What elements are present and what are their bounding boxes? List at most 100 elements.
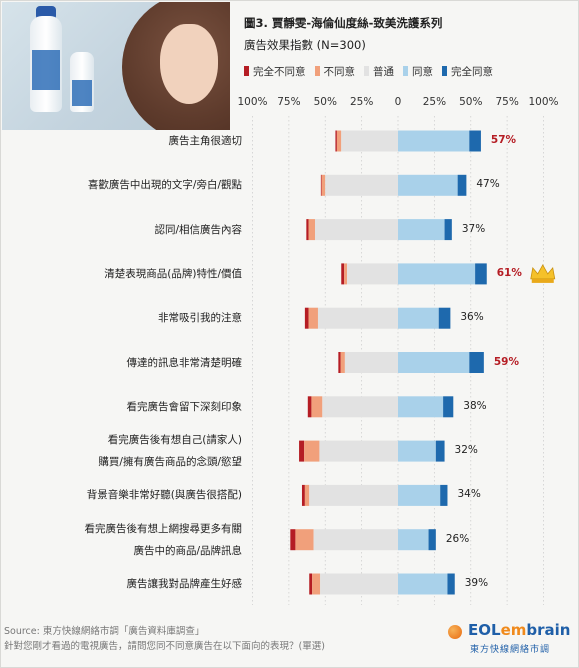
bar-segment-neutral [322, 396, 398, 418]
bar-segment-disagree [311, 396, 323, 418]
legend-label: 普通 [373, 65, 394, 78]
category-label: 背景音樂非常好聽(與廣告很搭配) [30, 484, 242, 506]
bar-segment-strongly-disagree [299, 440, 305, 462]
bar-segment-agree [398, 484, 441, 506]
axis-tick-label: 0 [394, 96, 402, 108]
axis-tick-label: 75% [495, 96, 519, 108]
bar-segment-disagree [308, 219, 316, 241]
bar-segment-disagree [308, 307, 318, 329]
agree-total-label: 57% [490, 134, 517, 146]
bar-segment-agree [398, 174, 458, 196]
category-label-line: 廣告主角很適切 [168, 135, 243, 147]
bar-segment-strongly-agree [457, 174, 467, 196]
conditioner-label [72, 80, 92, 106]
bar-segment-neutral [344, 352, 398, 373]
legend-item: 完全同意 [442, 63, 493, 79]
category-label: 廣告主角很適切 [30, 130, 243, 152]
bar-segment-neutral [313, 529, 398, 551]
legend-swatch [442, 66, 447, 76]
bar-segment-strongly-agree [438, 307, 451, 329]
bar-segment-neutral [309, 484, 398, 506]
bar-segment-strongly-disagree [290, 529, 296, 551]
bar-segment-agree [398, 130, 470, 152]
agree-total-label: 32% [454, 444, 478, 457]
category-label-line: 認同/相信廣告內容 [154, 223, 242, 236]
axis-tick-label: 50% [459, 96, 483, 108]
agree-total-label: 47% [476, 178, 500, 191]
bar-segment-agree [398, 307, 439, 329]
category-label-line: 非常吸引我的注意 [158, 312, 242, 325]
bar-segment-neutral [320, 573, 398, 595]
legend: 完全不同意 不同意 普通 同意 完全同意 [244, 63, 502, 79]
axis-tick-label: 50% [313, 96, 337, 108]
bar-segment-agree [398, 219, 445, 241]
category-label-line: 傳達的訊息非常清楚明確 [126, 356, 243, 369]
question-note: 針對您剛才看過的電視廣告，請問您同不同意廣告在以下面向的表現？(單選) [4, 641, 325, 652]
model-face [160, 24, 218, 104]
agree-total-label: 61% [496, 266, 522, 279]
bar-segment-strongly-disagree [320, 174, 322, 196]
bar-segment-agree [398, 529, 429, 551]
category-label: 認同/相信廣告內容 [30, 219, 242, 241]
bar-segment-neutral [315, 219, 398, 241]
category-label-line: 喜歡廣告中出現的文字/旁白/觀點 [87, 179, 242, 192]
agree-total-label: 36% [460, 311, 484, 324]
ad-photo [2, 2, 230, 130]
bar-segment-strongly-agree [447, 573, 455, 595]
category-label-line: 廣告讓我對品牌產生好感 [126, 578, 243, 590]
shampoo-label [32, 50, 60, 90]
legend-swatch [244, 66, 249, 76]
legend-swatch [314, 66, 320, 76]
category-label: 看完廣告後有想自己(請家人) 購買/擁有廣告商品的念頭/慾望 [30, 429, 242, 473]
legend-label: 同意 [412, 65, 433, 78]
bar-segment-disagree [340, 352, 345, 373]
bar-segment-strongly-agree [443, 396, 454, 418]
axis-tick-label: 100% [237, 96, 268, 108]
bar-segment-strongly-agree [475, 263, 487, 285]
bar-segment-strongly-agree [428, 529, 436, 551]
logo-tagline: 東方快線網絡市調 [470, 645, 551, 655]
legend-item: 完全不同意 [244, 63, 306, 79]
agree-total-label: 34% [457, 488, 481, 501]
bar-segment-disagree [344, 263, 348, 285]
bar-segment-strongly-disagree [304, 307, 309, 329]
bar-segment-strongly-agree [435, 440, 445, 462]
bar-segment-strongly-disagree [309, 573, 313, 595]
logo-dot-icon [448, 625, 462, 639]
axis-tick-label: 25% [349, 96, 374, 108]
crown-icon [530, 264, 556, 283]
category-label-line: 背景音樂非常好聽(與廣告很搭配) [86, 489, 242, 502]
legend-item: 不同意 [314, 63, 356, 79]
bar-segment-disagree [295, 529, 314, 551]
legend-item: 同意 [403, 63, 433, 79]
bar-segment-strongly-disagree [335, 130, 337, 152]
bar-segment-neutral [341, 130, 398, 152]
bar-segment-disagree [321, 174, 326, 196]
category-label-line: 看完廣告後有想上網搜尋更多有關 [84, 522, 243, 535]
agree-total-label: 26% [445, 532, 470, 545]
axis-tick-label: 100% [528, 96, 559, 108]
category-label: 非常吸引我的注意 [30, 307, 242, 329]
axis-tick-label: 75% [277, 96, 301, 108]
bar-segment-strongly-disagree [306, 219, 309, 241]
bar-segment-agree [398, 263, 476, 285]
bar-segment-strongly-disagree [301, 484, 305, 506]
legend-label: 完全同意 [451, 65, 493, 78]
legend-label: 不同意 [323, 65, 356, 78]
agree-total-label: 39% [464, 577, 489, 589]
category-label-line: 清楚表現商品(品牌)特性/價值 [104, 267, 242, 280]
bar-segment-neutral [317, 307, 398, 329]
logo-wordmark: EOLembrain [468, 621, 571, 639]
bar-segment-disagree [304, 484, 310, 506]
category-label-line: 看完廣告會留下深刻印象 [126, 400, 243, 413]
agree-total-label: 59% [493, 355, 519, 368]
axis-tick-label: 25% [422, 96, 447, 108]
category-label: 喜歡廣告中出現的文字/旁白/觀點 [30, 174, 242, 196]
chart-subtitle: 廣告效果指數 (N=300) [244, 38, 366, 52]
bar-segment-strongly-disagree [341, 263, 345, 285]
bar-segment-disagree [304, 440, 320, 462]
bar-segment-strongly-agree [440, 484, 448, 506]
category-label: 清楚表現商品(品牌)特性/價值 [30, 263, 242, 285]
bar-segment-agree [398, 352, 470, 373]
